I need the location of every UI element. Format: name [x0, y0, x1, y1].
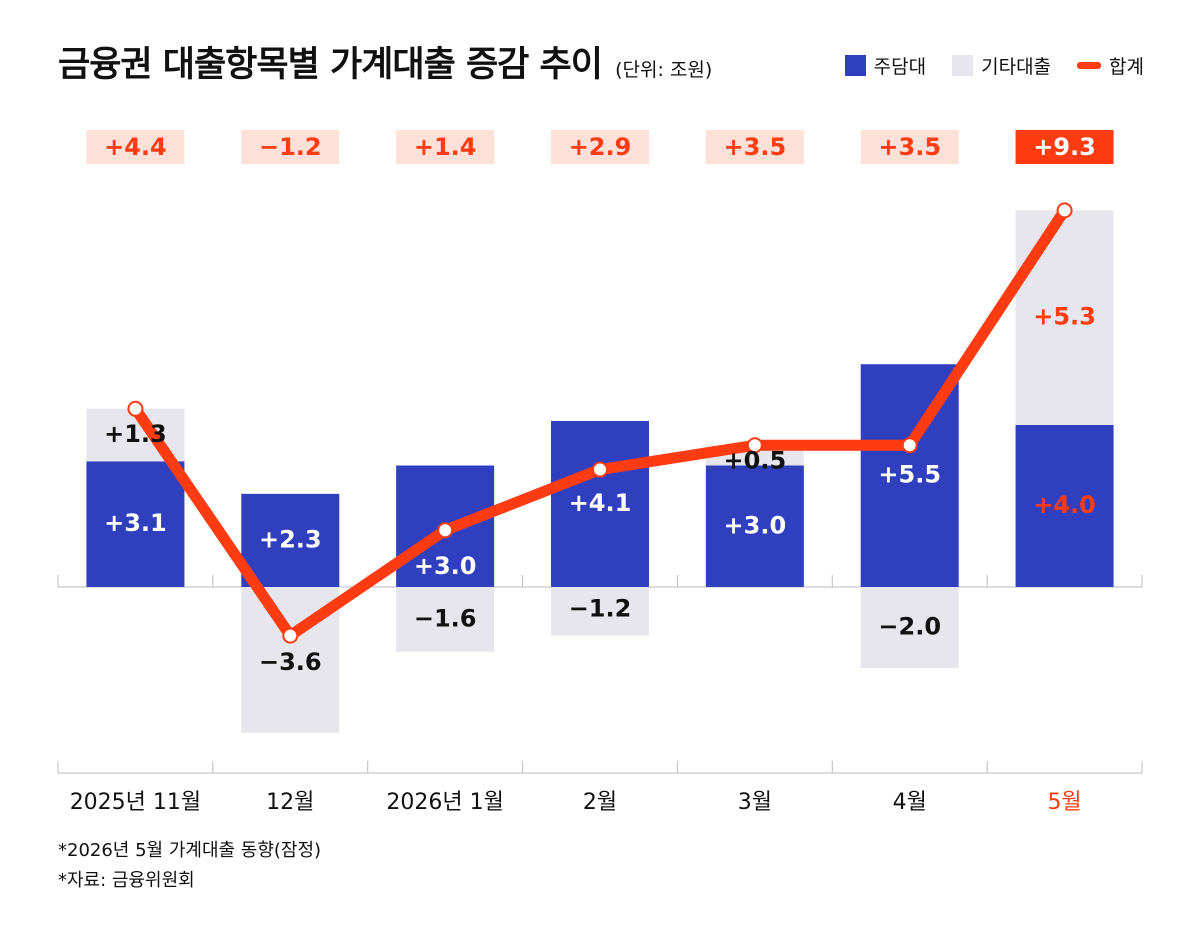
- total-label-2: +1.4: [414, 133, 477, 161]
- label-mortgage-2: +3.0: [414, 552, 477, 580]
- bar-other-5: [860, 587, 959, 668]
- total-box-5: [860, 130, 959, 164]
- unit-label: (단위: 조원): [615, 59, 713, 81]
- total-label-4: +3.5: [724, 133, 787, 161]
- x-tick-label-3: 2월: [583, 790, 617, 815]
- legend-label-other: 기타대출: [981, 56, 1052, 78]
- bar-mortgage-4: [705, 465, 804, 587]
- total-point-6: [1056, 202, 1073, 219]
- label-other-2: −1.6: [414, 604, 477, 632]
- label-mortgage-0: +3.1: [104, 509, 167, 537]
- total-label-1: −1.2: [259, 133, 322, 161]
- legend-item-mortgage: 주담대: [844, 52, 927, 79]
- total-point-2: [437, 522, 454, 539]
- total-box-1: [241, 130, 340, 164]
- legend-label-mortgage: 주담대: [873, 56, 927, 78]
- label-other-4: +0.5: [724, 446, 787, 474]
- total-box-3: [551, 130, 649, 164]
- x-tick-label-0: 2025년 11월: [70, 790, 201, 815]
- total-box-2: [396, 130, 495, 164]
- bar-mortgage-6: [1015, 425, 1114, 587]
- total-label-6: +9.3: [1033, 133, 1096, 161]
- label-mortgage-6: +4.0: [1033, 491, 1096, 519]
- footnotes: *2026년 5월 가계대출 동향(잠정) *자료: 금융위원회: [58, 836, 321, 896]
- label-other-6: +5.3: [1033, 303, 1096, 331]
- legend-swatch-mortgage: [844, 55, 866, 76]
- legend-item-other: 기타대출: [952, 52, 1051, 79]
- x-tick-label-6: 5월: [1047, 790, 1081, 815]
- total-point-1: [282, 627, 299, 644]
- bar-mortgage-1: [241, 493, 340, 587]
- footnote-source: *자료: 금융위원회: [58, 870, 195, 891]
- total-point-3: [592, 461, 608, 478]
- legend-swatch-other: [952, 55, 974, 76]
- footnote-period: *2026년 5월 가계대출 동향(잠정): [58, 840, 322, 861]
- bar-other-3: [551, 587, 649, 636]
- label-other-3: −1.2: [569, 594, 632, 622]
- bar-mortgage-0: [86, 461, 185, 587]
- label-mortgage-4: +3.0: [724, 511, 787, 539]
- total-box-4: [705, 130, 804, 164]
- label-other-1: −3.6: [259, 648, 322, 676]
- total-point-5: [901, 437, 918, 454]
- label-mortgage-3: +4.1: [569, 489, 632, 517]
- chart-title: 금융권 대출항목별 가계대출 증감 추이 (단위: 조원): [58, 36, 712, 87]
- label-mortgage-5: +5.5: [878, 461, 941, 489]
- label-mortgage-1: +2.3: [259, 525, 322, 553]
- legend-swatch-total: [1077, 62, 1102, 69]
- x-tick-label-4: 3월: [738, 790, 772, 815]
- total-box-0: [86, 130, 185, 164]
- total-point-4: [746, 437, 763, 454]
- x-tick-label-5: 4월: [893, 790, 927, 815]
- x-tick-label-1: 12월: [266, 790, 314, 815]
- bar-mortgage-3: [551, 420, 649, 587]
- bar-other-2: [396, 587, 495, 652]
- chart-title-text: 금융권 대출항목별 가계대출 증감 추이: [58, 45, 603, 85]
- legend-item-total: 합계: [1077, 52, 1144, 79]
- legend: 주담대 기타대출 합계: [819, 52, 1144, 79]
- total-label-5: +3.5: [878, 133, 941, 161]
- legend-label-total: 합계: [1109, 56, 1144, 78]
- total-point-0: [127, 400, 144, 417]
- total-box-6: [1015, 130, 1114, 164]
- label-other-5: −2.0: [878, 613, 941, 641]
- x-tick-label-2: 2026년 1월: [386, 790, 503, 815]
- total-label-3: +2.9: [569, 133, 632, 161]
- total-label-0: +4.4: [104, 133, 167, 161]
- bar-other-6: [1015, 210, 1114, 425]
- label-other-0: +1.3: [104, 420, 167, 448]
